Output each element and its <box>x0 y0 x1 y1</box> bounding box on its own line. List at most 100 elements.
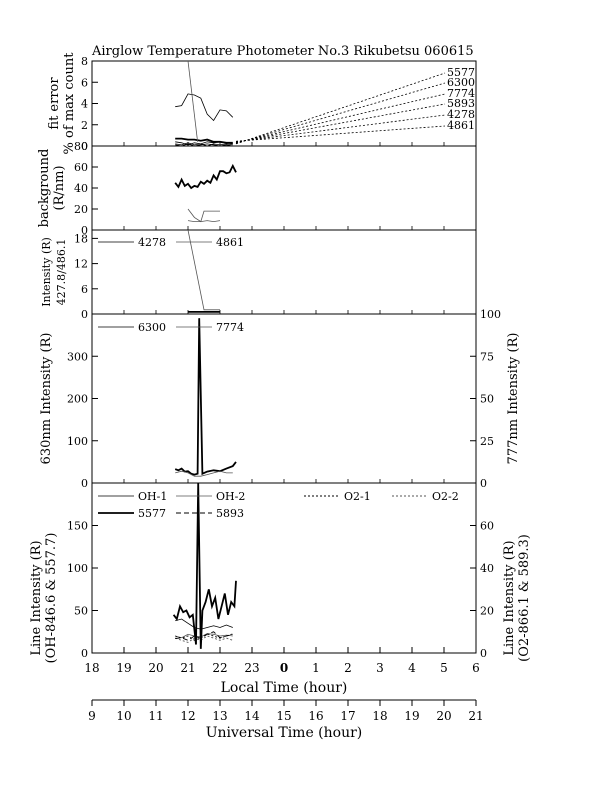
fit-error-series-2 <box>187 60 198 142</box>
fit-error-ylabel-1: % of max count <box>62 52 77 155</box>
fit-error-y-tick-label-2: 4 <box>81 98 88 111</box>
fit-error-y-tick-label-1: 2 <box>81 119 88 132</box>
ut-tick-label-4: 13 <box>212 709 227 723</box>
fit-error-leader-4 <box>235 114 446 143</box>
fit-error-label-4861: 4861 <box>447 119 475 132</box>
background-series-0 <box>174 163 237 190</box>
i777-series-7774 <box>175 470 233 477</box>
intensity-4278-ylabel-1: 427.8/486.1 <box>55 239 68 306</box>
local-tick-label-5: 23 <box>244 661 259 675</box>
fit-error-label-5577: 5577 <box>447 66 475 79</box>
line-int-yr-tick-label-0: 0 <box>480 647 487 660</box>
fit-error-series-5 <box>175 143 233 147</box>
fit-error-label-4278: 4278 <box>447 108 475 121</box>
panel-background: 0 20 40 60 80 background (R/nm) <box>37 140 477 237</box>
intensity-4278-y-tick-label-1: 6 <box>81 283 88 296</box>
i777-yr-tick-label-4: 100 <box>480 308 501 321</box>
line-int-yr-tick-label-3: 60 <box>480 520 494 533</box>
background-y-tick-label-4: 80 <box>74 140 88 153</box>
line-int-series-o22 <box>175 635 233 643</box>
line-int-yl-tick-label-0: 0 <box>81 647 88 660</box>
local-tick-label-4: 22 <box>212 661 227 675</box>
background-ylabel-1: (R/nm) <box>52 165 67 210</box>
fit-error-leader-1 <box>235 82 446 144</box>
background-y-tick-label-0: 0 <box>81 224 88 237</box>
legend-o21-label: O2-1 <box>344 490 371 503</box>
fit-error-label-5893: 5893 <box>447 97 475 110</box>
background-series-2 <box>187 220 221 223</box>
i777-yr-tick-label-3: 75 <box>480 350 494 363</box>
ut-tick-label-10: 19 <box>404 709 419 723</box>
line-int-ylabel-left-0: Line Intensity (R) <box>29 540 44 655</box>
i630-ylabel-0: 630nm Intensity (R) <box>39 333 54 465</box>
ut-tick-label-2: 11 <box>148 709 163 723</box>
ut-tick-label-12: 21 <box>468 709 483 723</box>
background-y-tick-label-1: 20 <box>74 203 88 216</box>
local-tick-label-9: 3 <box>376 661 384 675</box>
legend-4278-label: 4278 <box>138 236 166 249</box>
local-tick-label-1: 19 <box>116 661 131 675</box>
local-tick-label-11: 5 <box>440 661 448 675</box>
line-int-series-5577 <box>172 482 237 649</box>
panel-630-777: 0 100 200 300 0 25 50 75 100 630nm Intensity (R) 7… <box>39 308 521 490</box>
line-int-yr-tick-label-2: 40 <box>480 562 494 575</box>
local-tick-label-0: 18 <box>84 661 99 675</box>
line-int-ylabel-right-0: Line Intensity (R) <box>502 540 517 655</box>
line-int-series-5893 <box>175 631 233 641</box>
legend-5893-label: 5893 <box>216 507 244 520</box>
i630-yl-tick-label-1: 100 <box>67 435 88 448</box>
legend-o22-label: O2-2 <box>432 490 459 503</box>
local-tick-label-2: 20 <box>148 661 163 675</box>
fit-error-y-tick-label-0: 0 <box>81 140 88 153</box>
fit-error-leader-2 <box>235 93 446 144</box>
fit-error-ylabel-0: fit error <box>47 77 62 130</box>
i630-yl-tick-label-2: 200 <box>67 393 88 406</box>
fit-error-y-tick-label-4: 8 <box>81 55 88 68</box>
intensity-4278-ylabel-0: Intensity (R) <box>40 237 53 307</box>
legend-7774-label: 7774 <box>216 321 244 334</box>
fit-error-label-7774: 7774 <box>447 87 475 100</box>
legend-oh2-label: OH-2 <box>216 490 245 503</box>
line-int-ylabel-left-1: (OH-846.6 & 557.7) <box>44 533 59 664</box>
fit-error-y-tick-label-3: 6 <box>81 76 88 89</box>
panel-intensity-4278: 0 6 12 18 Intensity (R) 427.8/486.1 4278 4861 <box>40 229 477 321</box>
fit-error-leader-0 <box>235 72 446 145</box>
line-int-ylabel-right-1: (O2-866.1 & 589.3) <box>517 534 532 662</box>
i777-yr-tick-label-2: 50 <box>480 393 494 406</box>
ut-label: Universal Time (hour) <box>206 725 363 741</box>
panel-frame <box>91 145 477 231</box>
i777-yr-tick-label-0: 0 <box>480 477 487 490</box>
line-int-yl-tick-label-1: 50 <box>74 605 88 618</box>
ut-tick-label-1: 10 <box>116 709 131 723</box>
legend-5577-label: 5577 <box>138 507 166 520</box>
ut-tick-label-7: 16 <box>308 709 323 723</box>
fit-error-series-1 <box>175 93 234 122</box>
local-tick-label-12: 6 <box>472 661 480 675</box>
panel-frame <box>91 313 477 484</box>
i630-yl-tick-label-0: 0 <box>81 477 88 490</box>
fit-error-series-4 <box>175 141 233 146</box>
line-int-series-oh1 <box>175 618 233 630</box>
intensity-4278-y-tick-label-0: 0 <box>81 308 88 321</box>
i777-ylabel-0: 777nm Intensity (R) <box>506 333 521 465</box>
i630-yl-tick-label-3: 300 <box>67 350 88 363</box>
ut-tick-label-3: 12 <box>180 709 195 723</box>
i630-series-6300 <box>174 318 237 476</box>
legend-oh1-label: OH-1 <box>138 490 167 503</box>
intensity-4278-y-tick-label-2: 12 <box>74 258 88 271</box>
local-tick-label-10: 4 <box>408 661 416 675</box>
local-time-label: Local Time (hour) <box>221 680 348 696</box>
local-tick-label-7: 1 <box>312 661 320 675</box>
chart-title: Airglow Temperature Photometer No.3 Riku… <box>91 44 474 59</box>
panel-fit-error: 0 2 4 6 8 fit error% of max count 557763007774… <box>47 52 477 155</box>
ut-tick-label-0: 9 <box>88 709 96 723</box>
background-ylabel-0: background <box>37 149 52 228</box>
ut-tick-label-6: 15 <box>276 709 291 723</box>
intensity-4278-series-1 <box>187 229 220 311</box>
local-tick-label-8: 2 <box>344 661 352 675</box>
legend-4861-label: 4861 <box>216 236 244 249</box>
fit-error-label-6300: 6300 <box>447 76 475 89</box>
